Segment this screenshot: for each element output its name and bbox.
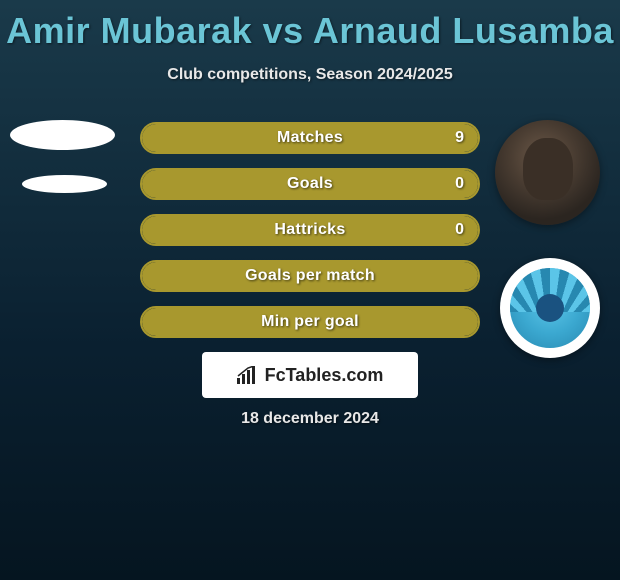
stat-label: Matches bbox=[277, 129, 343, 147]
brand-logo[interactable]: FcTables.com bbox=[202, 352, 418, 398]
footer-date: 18 december 2024 bbox=[0, 410, 620, 428]
placeholder-icon bbox=[10, 120, 115, 150]
face-icon bbox=[523, 138, 573, 200]
right-club-badge bbox=[500, 258, 600, 358]
crest-icon bbox=[510, 268, 590, 348]
stat-value: 0 bbox=[455, 221, 464, 239]
right-player-avatar bbox=[495, 120, 600, 225]
stat-value: 9 bbox=[455, 129, 464, 147]
page-title: Amir Mubarak vs Arnaud Lusamba bbox=[0, 0, 620, 52]
stat-value: 0 bbox=[455, 175, 464, 193]
stat-row: Goals per match bbox=[140, 260, 480, 292]
stat-label: Hattricks bbox=[274, 221, 345, 239]
chart-icon bbox=[237, 366, 259, 384]
stat-row: Hattricks 0 bbox=[140, 214, 480, 246]
stats-panel: Matches 9 Goals 0 Hattricks 0 Goals per match M… bbox=[140, 122, 480, 352]
placeholder-icon bbox=[22, 175, 107, 193]
stat-label: Goals bbox=[287, 175, 333, 193]
page-subtitle: Club competitions, Season 2024/2025 bbox=[0, 66, 620, 84]
stat-row: Goals 0 bbox=[140, 168, 480, 200]
stat-label: Min per goal bbox=[261, 313, 359, 331]
stat-row: Min per goal bbox=[140, 306, 480, 338]
left-player-placeholder bbox=[10, 120, 115, 193]
brand-logo-text: FcTables.com bbox=[265, 365, 384, 386]
stat-row: Matches 9 bbox=[140, 122, 480, 154]
stat-label: Goals per match bbox=[245, 267, 375, 285]
